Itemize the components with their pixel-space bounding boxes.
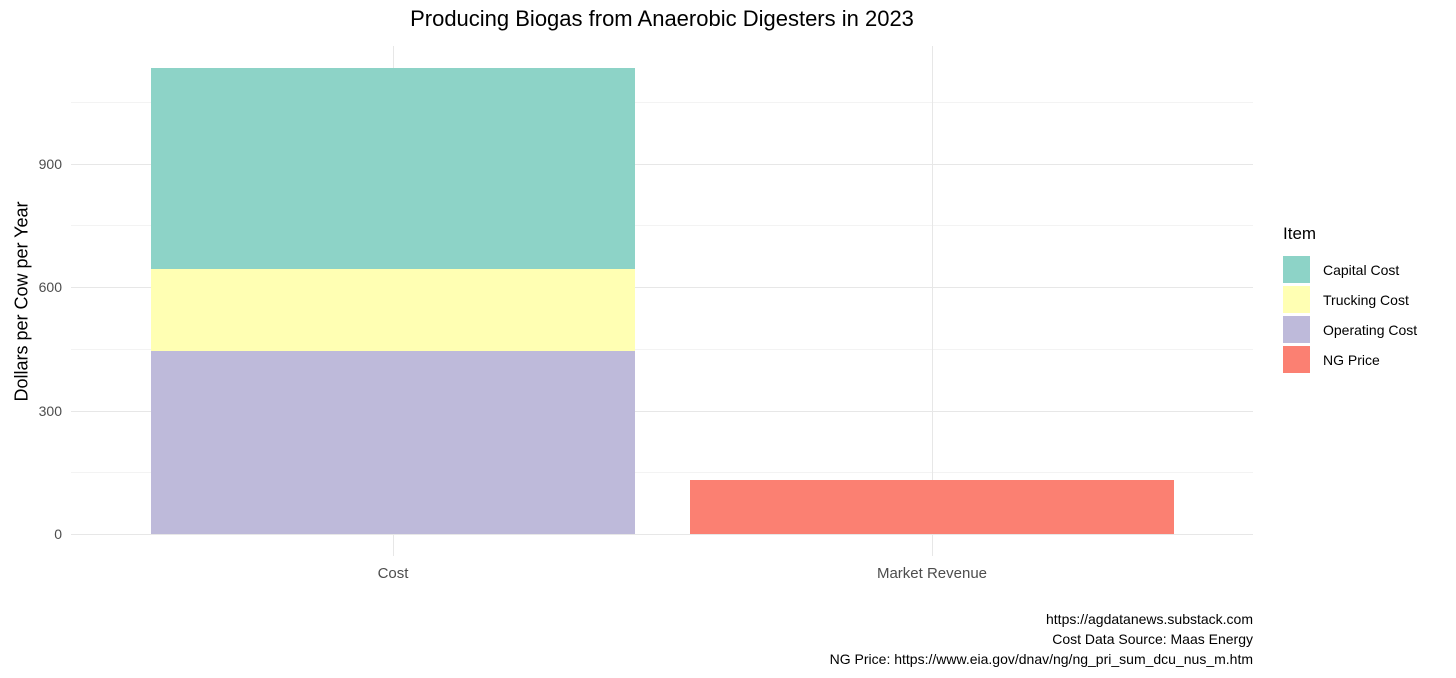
caption-line-1: https://agdatanews.substack.com (1046, 611, 1253, 627)
y-tick-label-900: 900 (38, 155, 62, 172)
legend-item-ng-price: NG Price (1283, 346, 1417, 373)
x-label-cost: Cost (377, 565, 409, 582)
legend-items: Capital Cost Trucking Cost Operating Cost N… (1283, 256, 1417, 373)
gridline-major-y900 (71, 163, 1253, 165)
legend-item-capital-cost: Capital Cost (1283, 256, 1417, 283)
caption-line-3: NG Price: https://www.eia.gov/dnav/ng/ng… (829, 651, 1253, 667)
legend-swatch-icon (1283, 286, 1310, 313)
y-tick-label-600: 600 (38, 279, 62, 295)
y-axis-title-text: Dollars per Cow per Year (11, 200, 32, 402)
legend-label: Trucking Cost (1323, 291, 1409, 308)
gridline-major-y600 (71, 287, 1253, 288)
bar-cost-capital-cost (151, 67, 635, 270)
legend-label: NG Price (1323, 351, 1380, 368)
caption-source-links: https://agdatanews.substack.com Cost Data… (830, 609, 1253, 669)
gridline-minor-y1050 (71, 101, 1253, 103)
caption-line-2: Cost Data Source: Maas Energy (1052, 631, 1253, 647)
legend-swatch-icon (1283, 346, 1310, 373)
gridline-major-y0 (71, 534, 1253, 535)
gridline-minor-y750 (71, 225, 1253, 227)
gridline-x-market-revenue (932, 46, 933, 556)
y-axis-title: Dollars per Cow per Year (8, 46, 36, 556)
y-tick-label-300: 300 (38, 402, 62, 419)
legend: Item Capital Cost Trucking Cost Operating … (1283, 224, 1417, 376)
legend-swatch-icon (1283, 316, 1310, 343)
plot-panel (71, 46, 1253, 556)
gridline-minor-y450 (71, 348, 1253, 350)
bar-market-revenue-ng-price (690, 480, 1174, 534)
legend-label: Operating Cost (1323, 321, 1418, 338)
y-tick-label-0: 0 (54, 526, 62, 542)
bar-cost-operating-cost (151, 350, 635, 534)
legend-title: Item (1283, 224, 1317, 243)
chart-title: Producing Biogas from Anaerobic Digester… (410, 6, 914, 31)
bar-cost-trucking-cost (151, 269, 635, 351)
legend-label: Capital Cost (1323, 261, 1400, 278)
legend-swatch-icon (1283, 256, 1310, 283)
legend-item-operating-cost: Operating Cost (1283, 316, 1417, 343)
x-label-market-revenue: Market Revenue (876, 565, 988, 582)
gridline-major-y300 (71, 410, 1253, 412)
legend-item-trucking-cost: Trucking Cost (1283, 286, 1417, 313)
gridline-minor-y150 (71, 472, 1253, 474)
